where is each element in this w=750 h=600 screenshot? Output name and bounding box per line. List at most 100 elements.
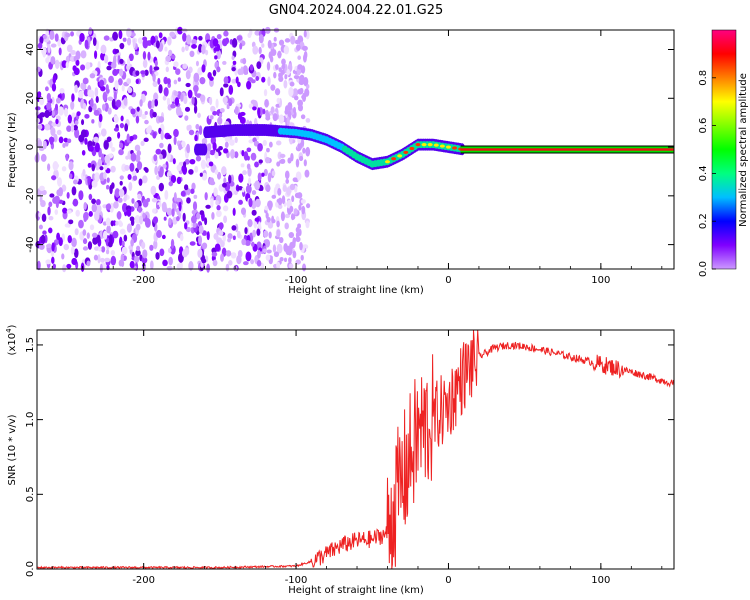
noise-blob [299, 242, 303, 251]
noise-blob [254, 180, 261, 191]
signal-peak [391, 157, 397, 161]
noise-blob [114, 48, 120, 54]
noise-blob [141, 175, 148, 184]
noise-blob [273, 251, 280, 258]
noise-blob [119, 236, 123, 247]
noise-blob [136, 150, 142, 157]
noise-blob [38, 212, 42, 218]
noise-blob [182, 212, 186, 222]
noise-blob [123, 196, 127, 202]
noise-blob [155, 148, 162, 155]
noise-blob [110, 249, 115, 256]
noise-blob [234, 106, 239, 115]
noise-blob [87, 241, 93, 250]
noise-blob [66, 192, 70, 199]
noise-blob [263, 168, 268, 177]
colorbar-label: Normalized spectral amplitude [738, 73, 749, 227]
noise-blob [158, 84, 163, 94]
noise-blob [248, 103, 254, 109]
noise-blob [154, 60, 158, 67]
noise-blob [261, 172, 265, 177]
noise-blob [162, 259, 168, 267]
noise-blob [295, 259, 301, 265]
noise-blob [234, 136, 238, 144]
noise-blob [264, 99, 269, 108]
noise-blob [137, 193, 142, 200]
noise-blob [82, 238, 88, 245]
noise-blob [113, 91, 117, 100]
noise-blob [152, 131, 157, 139]
noise-blob [87, 89, 93, 98]
noise-blob [260, 185, 264, 192]
noise-blob [78, 90, 84, 99]
noise-blob [296, 192, 303, 199]
noise-blob [217, 116, 223, 125]
noise-blob [212, 69, 217, 77]
noise-blob [184, 222, 188, 230]
noise-blob [218, 222, 224, 230]
noise-blob [191, 182, 196, 191]
noise-blob [135, 70, 140, 76]
noise-blob [71, 186, 77, 196]
noise-blob [134, 51, 139, 56]
noise-blob [163, 76, 168, 85]
noise-blob [287, 245, 293, 256]
noise-blob [98, 113, 103, 123]
noise-blob [68, 219, 74, 225]
noise-blob [198, 125, 203, 135]
noise-blob [268, 231, 272, 239]
noise-blob [67, 114, 73, 124]
noise-blob [262, 139, 267, 147]
noise-blob [152, 216, 159, 224]
noise-blob [257, 107, 261, 117]
noise-blob [198, 235, 203, 245]
noise-blob [153, 66, 160, 71]
snr-scale-label: (x104) [5, 324, 18, 355]
noise-blob [110, 255, 117, 266]
noise-blob [72, 124, 78, 131]
noise-blob [109, 234, 113, 244]
noise-blob [135, 154, 141, 163]
noise-blob [183, 184, 189, 191]
noise-blob [198, 35, 203, 41]
noise-blob [45, 28, 49, 38]
noise-blob [182, 63, 188, 70]
noise-blob [184, 106, 191, 112]
noise-blob [273, 71, 277, 79]
noise-blob [142, 59, 148, 68]
noise-blob [257, 142, 263, 152]
noise-blob [102, 91, 108, 102]
noise-blob [41, 46, 47, 56]
noise-blob [51, 122, 57, 127]
signal-peak [433, 143, 439, 147]
noise-blob [258, 159, 263, 164]
noise-blob [48, 227, 53, 234]
noise-blob [152, 111, 157, 118]
noise-blob [144, 167, 149, 173]
noise-blob [216, 49, 222, 60]
noise-blob [244, 227, 248, 235]
noise-blob [168, 49, 173, 57]
x-tick-label: 0 [445, 275, 451, 286]
noise-blob [54, 59, 60, 70]
noise-blob [147, 100, 153, 110]
noise-blob [302, 147, 306, 154]
noise-blob [152, 208, 157, 214]
noise-blob [91, 163, 96, 172]
colorbar-tick-label: 0.2 [698, 213, 709, 229]
spectrogram-frame [36, 29, 675, 270]
noise-blob [95, 198, 101, 206]
noise-blob [52, 161, 59, 171]
noise-blob [97, 254, 101, 264]
noise-blob [99, 79, 105, 87]
noise-blob [54, 195, 60, 204]
noise-blob [197, 112, 201, 118]
noise-blob [104, 154, 111, 164]
noise-blob [179, 233, 184, 242]
noise-blob [82, 229, 87, 236]
noise-blob [288, 231, 295, 239]
noise-blob [222, 205, 229, 212]
noise-blob [218, 112, 223, 119]
noise-blob [226, 190, 233, 199]
noise-blob [270, 84, 276, 91]
